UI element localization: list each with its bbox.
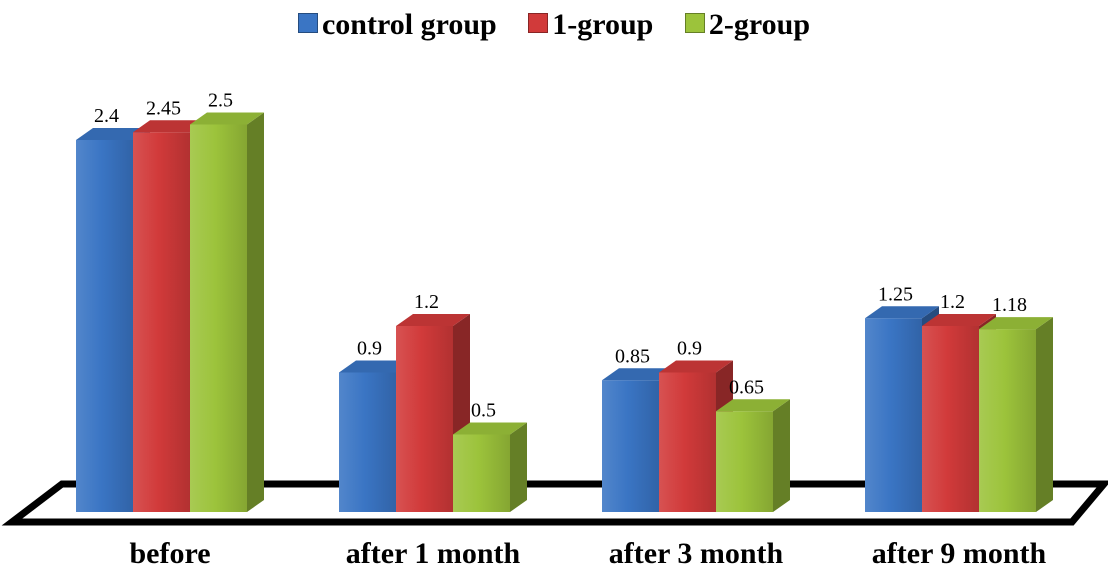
bar-top [76, 128, 150, 140]
value-label-control-group-before: 2.4 [94, 105, 119, 127]
bar-side [247, 112, 264, 512]
bar-top [716, 399, 790, 412]
bar-1-group-after-3-month[interactable] [659, 360, 733, 513]
bar-front [76, 140, 133, 512]
legend-swatch-control-group [297, 13, 318, 33]
bar-top [659, 360, 733, 373]
category-label-after-1-month: after 1 month [346, 537, 521, 570]
bar-top [133, 120, 207, 133]
legend-swatch-1-group [528, 13, 549, 33]
value-label-1-group-after-1-month: 1.2 [414, 291, 439, 313]
bar-top [453, 422, 527, 435]
legend-label-1-group: 1-group [552, 8, 654, 41]
value-label-1-group-after-3-month: 0.9 [677, 338, 702, 360]
bar-top [339, 360, 413, 373]
value-label-control-group-after-9-month: 1.25 [878, 283, 913, 305]
bar-side [773, 399, 790, 512]
bar-1-group-after-1-month[interactable] [396, 314, 470, 512]
legend-swatch-2-group [684, 13, 705, 33]
bar-top [396, 314, 470, 326]
bar-side [510, 422, 527, 512]
category-label-after-3-month: after 3 month [609, 537, 784, 570]
legend-item-control-group[interactable]: control group [297, 8, 497, 42]
bar-top [190, 112, 264, 125]
legend-item-2-group[interactable]: 2-group [684, 8, 811, 42]
value-label-control-group-after-3-month: 0.85 [615, 345, 650, 367]
bar-front [396, 326, 453, 512]
bar-2-group-after-9-month[interactable] [979, 317, 1053, 512]
value-label-control-group-after-1-month: 0.9 [357, 338, 382, 360]
bar-top [865, 306, 939, 319]
bar-front [339, 372, 396, 512]
bar-top [922, 314, 996, 326]
bar-top [602, 368, 676, 381]
bar-front [922, 326, 979, 512]
legend-item-1-group[interactable]: 1-group [528, 8, 653, 42]
category-label-after-9-month: after 9 month [872, 537, 1047, 570]
bar-front [865, 318, 922, 512]
bar-top [979, 317, 1053, 330]
bar-2-group-after-3-month[interactable] [716, 399, 790, 512]
bar-front [979, 329, 1036, 512]
value-label-2-group-after-1-month: 0.5 [471, 400, 496, 422]
bar-2-group-before[interactable] [190, 112, 264, 513]
value-label-2-group-after-3-month: 0.65 [729, 376, 764, 398]
category-label-before: before [129, 537, 210, 570]
value-label-1-group-before: 2.45 [146, 97, 181, 119]
legend-label-control-group: control group [321, 8, 497, 41]
chart-legend: control group 1-group 2-group [0, 8, 1108, 42]
value-label-2-group-after-9-month: 1.18 [992, 294, 1027, 316]
bar-2-group-after-1-month[interactable] [453, 422, 527, 513]
bar-front [453, 434, 510, 512]
bar-front [190, 124, 247, 512]
bar-front [133, 132, 190, 512]
bar-front [602, 380, 659, 512]
value-label-1-group-after-9-month: 1.2 [940, 291, 965, 313]
legend-label-2-group: 2-group [708, 8, 811, 41]
bar-front [716, 411, 773, 512]
value-label-2-group-before: 2.5 [208, 90, 233, 112]
bar-front [659, 372, 716, 512]
bar-side [1036, 317, 1053, 512]
